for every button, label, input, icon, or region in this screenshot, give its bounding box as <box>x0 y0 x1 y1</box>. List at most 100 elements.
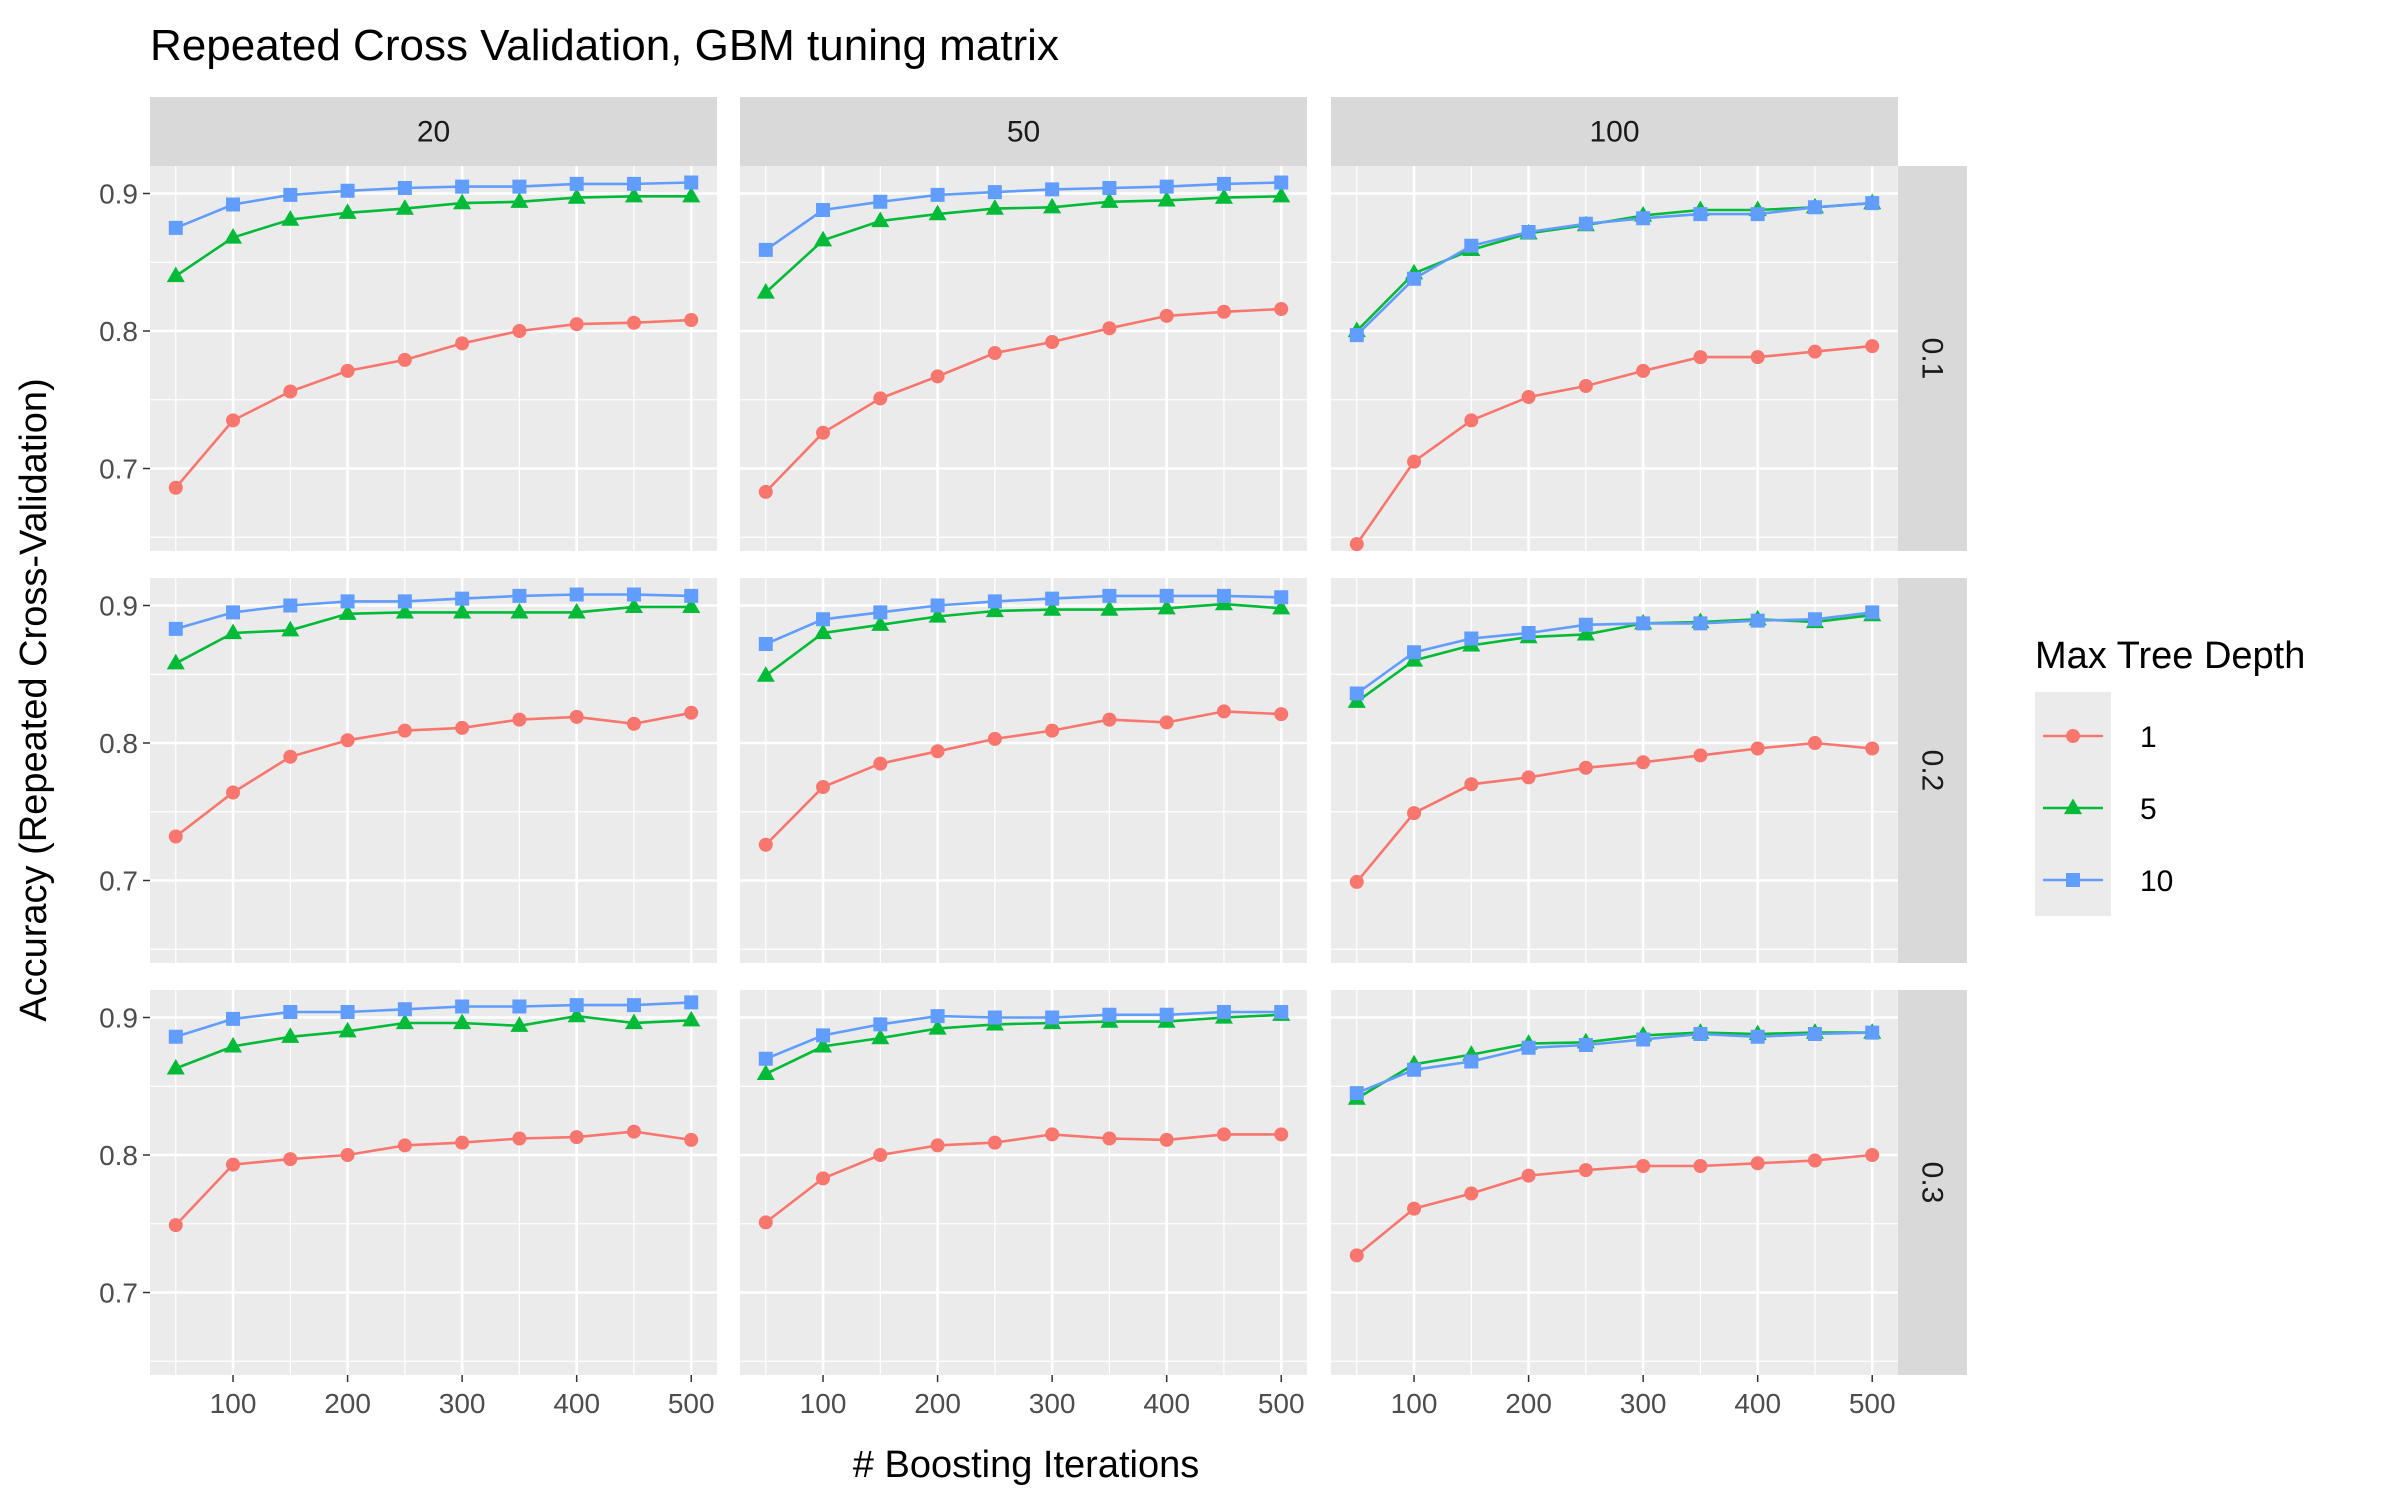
legend-key-marker <box>2066 729 2080 743</box>
data-point <box>626 176 641 191</box>
data-point <box>224 623 243 640</box>
data-point <box>758 1051 773 1066</box>
data-point <box>283 1005 298 1019</box>
series-line <box>175 605 692 665</box>
data-point <box>1521 225 1536 239</box>
series-depth-10 <box>168 995 699 1044</box>
series-line <box>1356 1031 1873 1095</box>
data-point <box>455 591 470 606</box>
legend-entry-label: 10 <box>2140 865 2173 898</box>
x-tick-label: 200 <box>914 1388 961 1419</box>
x-tick-label: 500 <box>668 1388 715 1419</box>
data-point <box>283 598 298 613</box>
series-line <box>1355 741 1873 883</box>
facet-strip-col-label: 50 <box>1007 116 1040 149</box>
facet-panels: 20 50 100 0.1 0.2 0.3 0.7 0.8 0.9 0.7 0.8 0.9 0.7 0.8… <box>99 97 1967 1419</box>
y-tick-label: 0.7 <box>99 454 138 485</box>
data-point <box>397 181 412 195</box>
data-point <box>455 179 470 194</box>
series-line <box>175 1001 692 1039</box>
data-point <box>1159 715 1174 730</box>
data-point <box>1578 1038 1593 1052</box>
data-point <box>928 204 947 221</box>
data-point <box>166 266 185 283</box>
data-point <box>756 283 775 299</box>
data-point <box>1636 211 1651 226</box>
x-tick-label: 300 <box>1620 1388 1667 1419</box>
panel-100-0.1 <box>1331 166 1898 552</box>
data-point <box>626 315 641 330</box>
data-point <box>1807 344 1822 359</box>
data-point <box>987 731 1002 746</box>
panel-50-0.2 <box>740 578 1307 963</box>
data-point <box>1464 238 1479 253</box>
series-line <box>765 602 1282 677</box>
data-point <box>1216 176 1231 191</box>
data-point <box>283 384 298 399</box>
data-point <box>930 187 945 202</box>
data-point <box>397 723 412 738</box>
data-point <box>1464 1186 1479 1201</box>
data-point <box>1807 1027 1822 1041</box>
data-point <box>1636 616 1651 631</box>
facet-strip-col-100 <box>1331 97 1898 166</box>
data-point <box>930 1138 945 1153</box>
data-point <box>1578 760 1593 775</box>
data-point <box>928 1019 947 1035</box>
series-line <box>765 181 1282 251</box>
data-point <box>168 220 183 235</box>
data-point <box>340 363 355 378</box>
data-point <box>930 1009 945 1024</box>
facet-strip-row-label: 0.1 <box>1916 338 1949 380</box>
data-point <box>758 242 773 257</box>
data-point <box>569 709 584 724</box>
data-point <box>338 604 357 620</box>
data-point <box>684 588 699 603</box>
series-line <box>175 711 692 838</box>
data-point <box>1102 321 1117 336</box>
data-point <box>226 1011 241 1026</box>
data-point <box>569 587 584 602</box>
data-point <box>684 175 699 190</box>
legend-entry-label: 1 <box>2140 721 2157 754</box>
data-point <box>1349 537 1364 552</box>
panel-background <box>1331 990 1898 1375</box>
data-point <box>1274 302 1289 316</box>
data-point <box>1216 588 1231 603</box>
series-depth-1 <box>1349 736 1880 889</box>
data-point <box>1349 686 1364 701</box>
y-tick-label: 0.9 <box>99 1003 138 1034</box>
data-point <box>512 999 527 1014</box>
legend-entry-depth-1: 1 <box>2043 721 2157 754</box>
data-point <box>1750 350 1765 365</box>
data-point <box>510 1016 529 1032</box>
panel-20-0.1 <box>150 166 717 551</box>
data-point <box>1464 1054 1479 1069</box>
data-point <box>682 1010 701 1027</box>
panel-background <box>1331 578 1898 963</box>
data-point <box>684 1132 699 1147</box>
data-point <box>168 1029 183 1044</box>
facet-strip-col-label: 100 <box>1589 116 1639 149</box>
facet-strip-row-0.3 <box>1898 990 1967 1375</box>
data-point <box>453 602 472 619</box>
y-tick-label: 0.9 <box>99 179 138 210</box>
data-point <box>224 228 243 244</box>
series-line <box>175 1014 692 1070</box>
data-point <box>1464 777 1479 792</box>
series-depth-1 <box>168 313 699 495</box>
data-point <box>682 597 701 614</box>
series-depth-10 <box>1349 605 1880 701</box>
series-depth-5 <box>166 597 701 670</box>
panel-100-0.2 <box>1331 578 1898 963</box>
x-tick-label: 400 <box>1734 1388 1781 1419</box>
panel-20-0.3 <box>150 990 717 1375</box>
data-point <box>512 324 527 338</box>
series-depth-1 <box>1349 339 1880 552</box>
y-tick-label: 0.8 <box>99 728 138 759</box>
data-point <box>871 615 890 631</box>
data-point <box>455 999 470 1014</box>
data-point <box>1578 617 1593 632</box>
data-point <box>1807 736 1822 750</box>
